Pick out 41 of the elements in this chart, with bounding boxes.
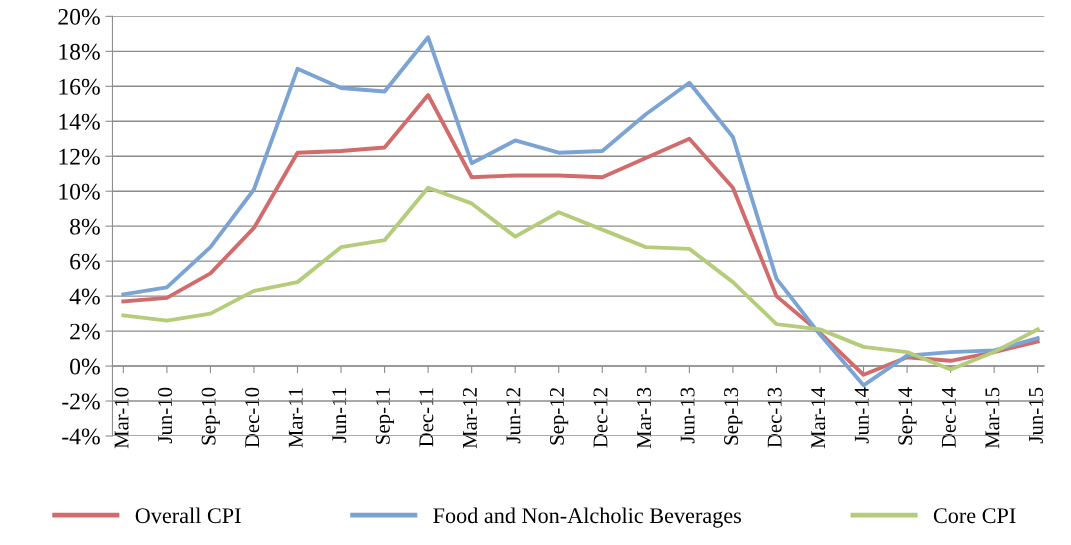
x-tick-label: Sep-14 — [898, 387, 917, 445]
x-tick-label: Sep-11 — [375, 388, 395, 444]
x-tick-label: Dec-10 — [245, 387, 260, 448]
y-tick-label: -4% — [62, 428, 100, 445]
x-tick-label: Jun-15 — [1028, 387, 1043, 444]
line-series — [121, 93, 1040, 377]
x-tick-label: Mar-14 — [811, 387, 826, 449]
y-tick-label: 18% — [59, 43, 100, 60]
y-tick-label: 20% — [58, 8, 100, 25]
x-tick-label: Jun-11 — [332, 388, 347, 443]
legend-label: Food and Non-Alcholic Beverages — [433, 507, 741, 528]
x-tick-label: Sep-13 — [724, 387, 743, 445]
x-tick-label: Mar-13 — [637, 387, 652, 449]
legend-label: Core CPI — [933, 508, 1016, 524]
x-tick-label: Dec-14 — [941, 387, 956, 448]
y-tick-label: 10% — [59, 183, 100, 200]
line-series — [121, 185, 1040, 372]
y-tick-label: 8% — [70, 218, 100, 235]
x-tick-label: Jun-14 — [854, 387, 869, 444]
y-tick-label: 16% — [59, 78, 100, 95]
x-tick-label: Jun-12 — [506, 388, 521, 444]
x-tick-label: Dec-13 — [767, 387, 782, 448]
x-tick-label: Mar-11 — [288, 388, 303, 448]
x-tick-label: Sep-10 — [201, 387, 220, 445]
y-tick-label: 6% — [70, 253, 100, 270]
y-tick-label: 14% — [59, 113, 100, 130]
x-tick-label: Sep-12 — [549, 388, 569, 445]
y-tick-label: 2% — [70, 323, 100, 340]
y-tick-label: -2% — [62, 393, 100, 410]
y-tick-label: 4% — [69, 288, 100, 305]
x-tick-label: Mar-15 — [985, 387, 1000, 449]
x-tick-label: Jun-10 — [158, 387, 173, 444]
y-tick-label: 0% — [70, 358, 100, 375]
y-tick-label: 12% — [59, 148, 100, 165]
x-tick-label: Jun-13 — [680, 387, 695, 444]
x-tick-label: Dec-12 — [593, 388, 608, 448]
line-series — [121, 35, 1040, 388]
legend-label: Overall CPI — [135, 507, 241, 524]
x-tick-label: Mar-10 — [114, 387, 129, 449]
x-tick-label: Dec-11 — [419, 388, 434, 447]
x-tick-label: Mar-12 — [462, 388, 477, 449]
